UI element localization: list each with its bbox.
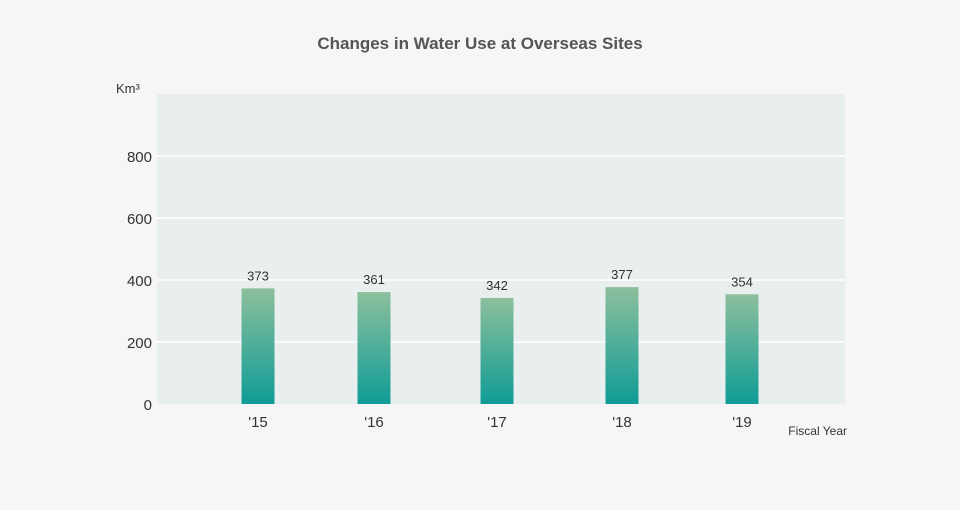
- x-axis-label: Fiscal Year: [788, 424, 847, 438]
- bar-value-label: 354: [731, 274, 753, 289]
- x-tick-label: '16: [364, 414, 384, 431]
- y-tick-label: 600: [127, 211, 152, 228]
- bar-value-label: 361: [363, 272, 385, 287]
- y-tick-label: 200: [127, 335, 152, 352]
- y-tick-label: 800: [127, 149, 152, 166]
- bar: [357, 292, 391, 404]
- bar: [241, 288, 275, 404]
- bar: [605, 287, 639, 404]
- x-tick-label: '18: [612, 414, 632, 431]
- chart-title: Changes in Water Use at Overseas Sites: [317, 34, 643, 53]
- y-tick-label: 0: [144, 397, 152, 414]
- bar-value-label: 342: [486, 278, 508, 293]
- x-tick-label: '17: [487, 414, 507, 431]
- bar-value-label: 377: [611, 267, 633, 282]
- bar: [725, 294, 759, 404]
- bar-value-label: 373: [247, 268, 269, 283]
- x-tick-label: '19: [732, 414, 752, 431]
- y-axis-unit: Km³: [116, 81, 141, 96]
- x-tick-label: '15: [248, 414, 268, 431]
- bar: [480, 297, 514, 404]
- y-tick-label: 400: [127, 273, 152, 290]
